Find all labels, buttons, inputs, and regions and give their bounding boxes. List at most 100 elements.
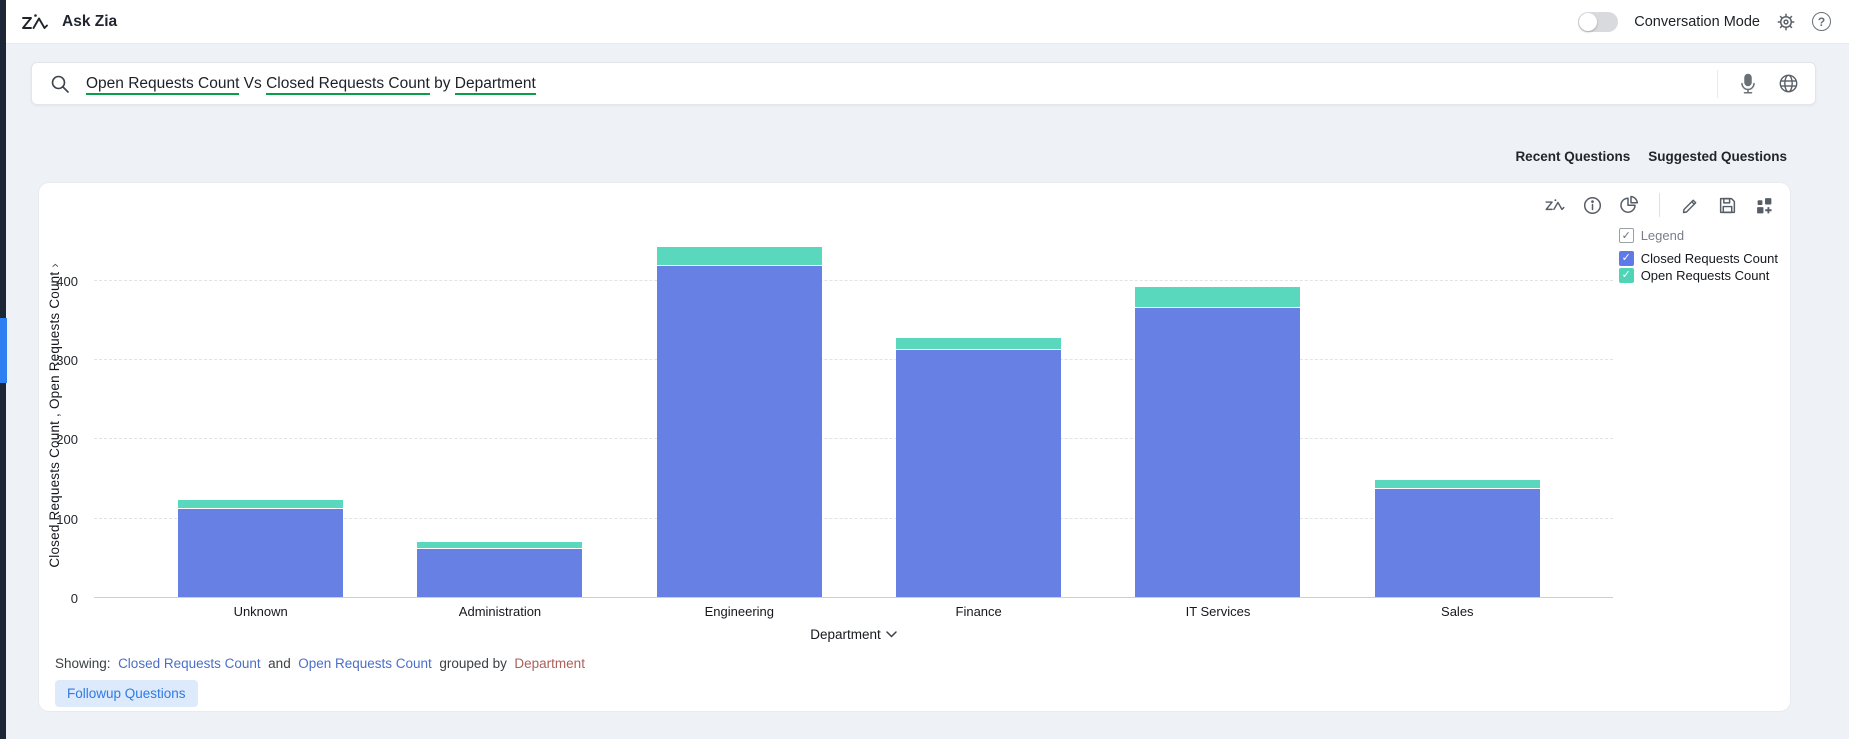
followup-questions-button[interactable]: Followup Questions — [55, 680, 198, 707]
series-link-closed[interactable]: Closed Requests Count — [118, 656, 261, 671]
x-axis-labels: Unknown Administration Engineering Finance I… — [141, 604, 1577, 619]
stacked-bar-sales[interactable] — [1374, 479, 1540, 598]
questions-nav: Recent Questions Suggested Questions — [1515, 149, 1787, 164]
x-axis-line — [94, 597, 1613, 598]
legend-items: ✓ Closed Requests Count ✓ Open Requests Cou… — [1618, 250, 1778, 284]
search-query[interactable]: Open Requests Count Vs Closed Requests C… — [86, 74, 1717, 95]
bar-segment[interactable] — [1374, 479, 1540, 489]
legend-item-label: Closed Requests Count — [1640, 251, 1778, 266]
grouped-by-text: grouped by — [439, 656, 507, 671]
gridline — [94, 438, 1613, 440]
recent-questions-link[interactable]: Recent Questions — [1515, 149, 1631, 164]
globe-icon[interactable] — [1778, 73, 1799, 94]
chart-toolbar — [1544, 193, 1775, 217]
x-axis-category-label: Unknown — [233, 604, 288, 619]
x-axis-category-label: Engineering — [704, 604, 775, 619]
brand: Ask Zia — [20, 11, 117, 33]
bar-segment[interactable] — [1374, 488, 1540, 598]
bar-column — [141, 233, 380, 598]
page-title: Ask Zia — [62, 12, 118, 30]
plot-area: 0 100 200 300 400 — [56, 233, 1613, 606]
bar-segment[interactable] — [417, 548, 583, 598]
gridline — [94, 517, 1613, 519]
legend-item: ✓ Closed Requests Count — [1618, 250, 1778, 267]
bar-segment[interactable] — [896, 349, 1062, 598]
x-axis-category-label: Administration — [458, 604, 542, 619]
gridline — [94, 279, 1613, 281]
sidebar-active-indicator[interactable] — [0, 318, 7, 383]
toolbar-divider — [1659, 193, 1660, 217]
bar-column — [859, 233, 1098, 598]
zia-logo-icon — [20, 11, 50, 33]
chart-card: ✓ Legend ✓ Closed Requests Count ✓ Open Req… — [39, 183, 1790, 711]
x-axis-title: Department — [94, 627, 1613, 642]
bar-column — [620, 233, 859, 598]
search-icon — [50, 74, 70, 94]
bar-segment[interactable] — [178, 509, 344, 598]
gridline — [94, 358, 1613, 360]
legend-item-checkbox[interactable]: ✓ — [1618, 268, 1634, 283]
stacked-bar-it-services[interactable] — [1135, 286, 1301, 598]
y-tick-label: 0 — [70, 591, 78, 606]
gear-icon[interactable] — [1776, 12, 1796, 32]
edit-pencil-icon[interactable] — [1679, 194, 1701, 216]
toggle-knob — [1579, 12, 1598, 31]
chart-legend: ✓ Legend ✓ Closed Requests Count ✓ Open Req… — [1618, 227, 1778, 284]
x-axis-category-label: Finance — [955, 604, 1002, 619]
bar-segment[interactable] — [656, 246, 822, 267]
legend-item-checkbox[interactable]: ✓ — [1618, 251, 1634, 266]
bar-segment[interactable] — [896, 337, 1062, 350]
legend-title: Legend — [1640, 228, 1685, 243]
legend-item: ✓ Open Requests Count — [1618, 267, 1778, 284]
legend-item-label: Open Requests Count — [1640, 268, 1770, 283]
suggested-questions-link[interactable]: Suggested Questions — [1648, 149, 1787, 164]
group-field-link[interactable]: Department — [514, 656, 585, 671]
query-field-token[interactable]: Closed Requests Count — [266, 74, 430, 95]
help-icon[interactable]: ? — [1812, 12, 1831, 31]
collapsed-sidebar[interactable] — [0, 0, 7, 739]
stacked-bar-engineering[interactable] — [656, 246, 822, 598]
query-connector-text: by — [429, 74, 455, 92]
bar-segment[interactable] — [1135, 286, 1301, 309]
and-text: and — [268, 656, 291, 671]
bars-row — [141, 233, 1577, 598]
question-mark-glyph: ? — [1812, 12, 1831, 31]
y-tick-label: 400 — [56, 273, 78, 289]
stacked-bar-administration[interactable] — [417, 542, 583, 598]
showing-summary: Showing: Closed Requests Count and Open … — [55, 656, 585, 671]
stacked-bar-unknown[interactable] — [178, 499, 344, 598]
x-axis-field-dropdown[interactable]: Department — [810, 627, 897, 642]
stacked-bar-finance[interactable] — [896, 337, 1062, 598]
legend-master-checkbox[interactable]: ✓ — [1618, 228, 1634, 243]
pie-chart-icon[interactable] — [1618, 194, 1640, 216]
series-link-open[interactable]: Open Requests Count — [298, 656, 432, 671]
bar-segment[interactable] — [1135, 308, 1301, 598]
search-bar[interactable]: Open Requests Count Vs Closed Requests C… — [31, 62, 1816, 105]
bar-segment[interactable] — [417, 542, 583, 549]
query-field-token[interactable]: Department — [454, 74, 536, 95]
zia-icon[interactable] — [1544, 194, 1566, 216]
bar-segment[interactable] — [178, 499, 344, 510]
y-tick-label: 200 — [56, 432, 78, 448]
conversation-mode-label: Conversation Mode — [1634, 13, 1760, 30]
bar-column — [1098, 233, 1337, 598]
query-field-token[interactable]: Open Requests Count — [86, 74, 240, 95]
y-tick-label: 100 — [56, 511, 78, 527]
x-axis-category-label: Sales — [1441, 604, 1474, 619]
add-to-dashboard-icon[interactable] — [1753, 194, 1775, 216]
mic-icon[interactable] — [1740, 73, 1756, 95]
y-tick-label: 300 — [56, 352, 78, 368]
bar-column — [1338, 233, 1577, 598]
conversation-mode-toggle[interactable] — [1578, 11, 1619, 32]
bar-segment[interactable] — [656, 266, 822, 598]
showing-label: Showing: — [55, 656, 111, 671]
topbar: Ask Zia Conversation Mode ? — [6, 0, 1849, 44]
bar-column — [380, 233, 619, 598]
info-icon[interactable] — [1581, 194, 1603, 216]
query-connector-text: Vs — [239, 74, 267, 92]
chevron-down-icon — [886, 631, 897, 638]
y-axis-ticks: 0 100 200 300 400 — [38, 233, 86, 606]
x-axis-category-label: IT Services — [1185, 604, 1251, 619]
save-icon[interactable] — [1716, 194, 1738, 216]
legend-master-row: ✓ Legend — [1618, 227, 1778, 244]
